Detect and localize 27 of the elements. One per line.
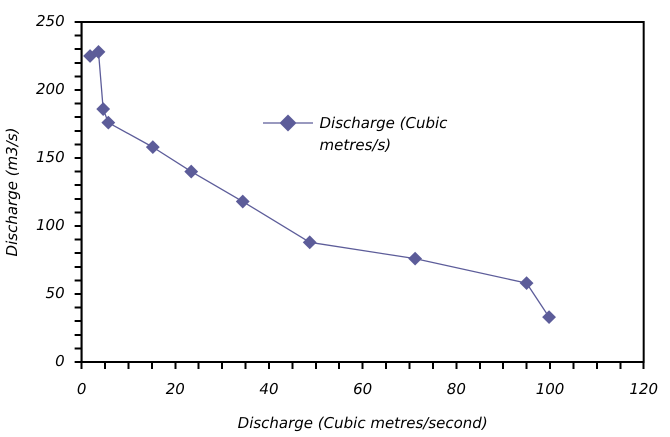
y-tick-label: 50 [46,284,65,302]
point [184,164,198,178]
y-tick-label: 150 [36,148,65,166]
y-tick-label: 0 [55,352,65,370]
y-tick-label: 100 [36,216,65,234]
point [92,45,106,59]
y-axis-title: Discharge (m3/s) [2,128,21,256]
y-tick-label: 200 [36,80,65,98]
y-tick-label: 250 [36,12,65,30]
point [96,102,110,116]
x-tick-label: 100 [536,380,564,398]
x-tick-label: 120 [629,380,658,398]
x-tick-label: 0 [76,380,86,398]
point [83,49,97,63]
point [102,116,115,130]
point [146,140,160,154]
point [520,276,534,290]
x-tick-label: 60 [353,380,372,398]
point [236,194,250,208]
x-tick-label: 20 [166,380,185,398]
point [408,252,422,266]
point [542,310,556,324]
x-axis-title: Discharge (Cubic metres/second) [238,414,488,432]
x-tick-label: 40 [259,380,279,398]
point [303,236,316,249]
legend-label: Discharge (Cubic metres/s) [319,113,448,156]
x-tick-label: 80 [446,380,466,398]
